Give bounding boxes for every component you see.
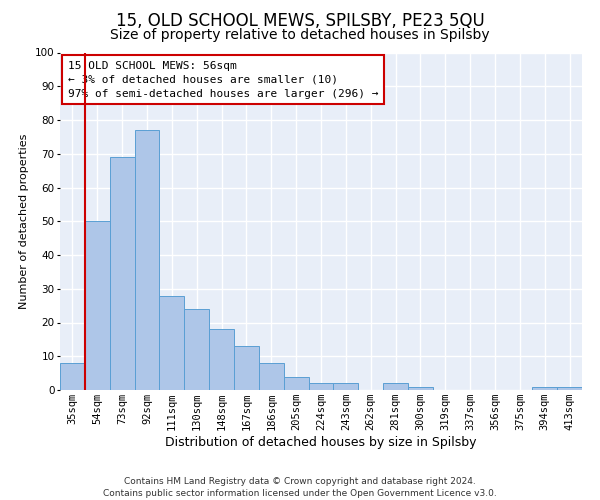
Text: Size of property relative to detached houses in Spilsby: Size of property relative to detached ho…: [110, 28, 490, 42]
Text: 15, OLD SCHOOL MEWS, SPILSBY, PE23 5QU: 15, OLD SCHOOL MEWS, SPILSBY, PE23 5QU: [116, 12, 484, 30]
Bar: [259, 363, 284, 390]
Bar: [334, 383, 358, 390]
Bar: [408, 386, 433, 390]
Bar: [532, 386, 557, 390]
Bar: [284, 376, 308, 390]
Text: 15 OLD SCHOOL MEWS: 56sqm
← 3% of detached houses are smaller (10)
97% of semi-d: 15 OLD SCHOOL MEWS: 56sqm ← 3% of detach…: [68, 61, 379, 99]
Bar: [234, 346, 259, 390]
Bar: [134, 130, 160, 390]
Bar: [60, 363, 85, 390]
X-axis label: Distribution of detached houses by size in Spilsby: Distribution of detached houses by size …: [165, 436, 477, 449]
Bar: [184, 309, 209, 390]
Bar: [308, 383, 334, 390]
Bar: [85, 221, 110, 390]
Bar: [110, 157, 134, 390]
Text: Contains HM Land Registry data © Crown copyright and database right 2024.
Contai: Contains HM Land Registry data © Crown c…: [103, 476, 497, 498]
Y-axis label: Number of detached properties: Number of detached properties: [19, 134, 29, 309]
Bar: [160, 296, 184, 390]
Bar: [557, 386, 582, 390]
Bar: [209, 329, 234, 390]
Bar: [383, 383, 408, 390]
